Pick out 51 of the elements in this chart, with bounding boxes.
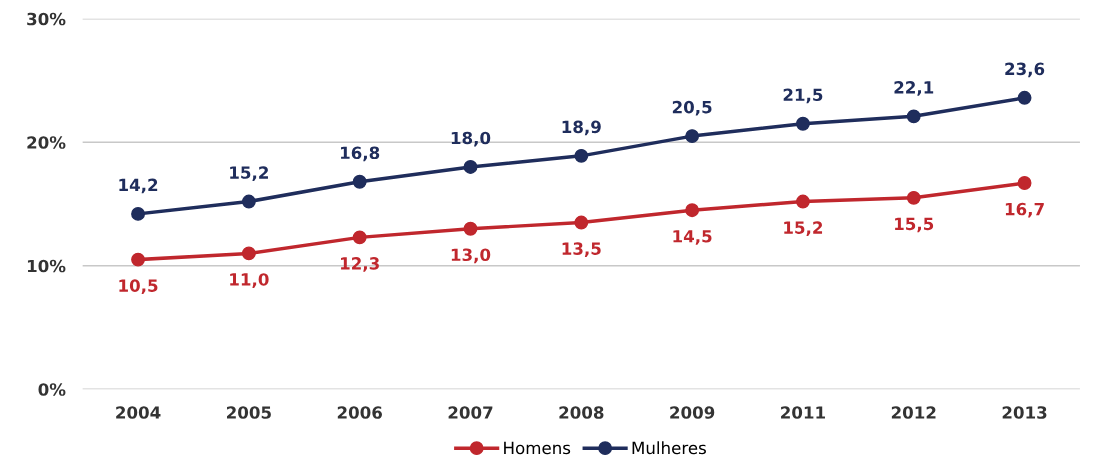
point — [795, 194, 810, 209]
point — [131, 206, 146, 221]
x-tick-label: 2013 — [1002, 406, 1047, 419]
point — [241, 246, 256, 261]
data-label: 11,0 — [230, 273, 269, 288]
data-label: 15,5 — [895, 217, 934, 233]
data-label: 23,6 — [1005, 62, 1045, 78]
x-tick-label: 2006 — [337, 406, 382, 419]
x-tick-label: 2009 — [670, 406, 715, 419]
data-label: 16,8 — [341, 146, 380, 162]
x-tick-label: 2008 — [559, 406, 604, 419]
x-tick-label: 2011 — [781, 406, 825, 419]
data-label: 13,5 — [562, 242, 601, 258]
x-tick-label: 2004 — [116, 406, 161, 419]
y-tick-label: 0% — [38, 383, 66, 396]
legend-label: Homens — [504, 441, 571, 455]
legend-label: Mulheres — [632, 441, 706, 455]
point — [1017, 90, 1032, 105]
data-label: 15,2 — [230, 166, 268, 181]
data-label: 10,5 — [119, 279, 158, 295]
data-label: 12,3 — [341, 257, 379, 272]
data-label: 14,2 — [119, 178, 158, 194]
point — [463, 221, 478, 236]
data-label: 15,2 — [784, 221, 823, 237]
point — [574, 215, 589, 230]
data-label: 18,9 — [562, 120, 601, 136]
x-tick-label: 2007 — [448, 406, 493, 419]
y-tick-label: 10% — [27, 259, 66, 273]
point — [131, 252, 146, 267]
point — [463, 160, 478, 174]
point — [352, 230, 367, 245]
point — [574, 148, 589, 163]
point — [685, 203, 700, 218]
x-tick-label: 2012 — [891, 406, 936, 419]
x-tick-label: 2005 — [226, 406, 271, 419]
data-label: 16,7 — [1005, 202, 1044, 218]
point — [906, 190, 921, 205]
y-tick-label: 20% — [27, 136, 66, 149]
point — [241, 194, 256, 209]
data-label: 21,5 — [783, 88, 823, 104]
data-label: 18,0 — [451, 131, 491, 147]
point — [1017, 176, 1032, 190]
point — [352, 174, 367, 189]
data-label: 14,5 — [673, 230, 712, 245]
data-label: 13,0 — [451, 248, 491, 264]
data-label: 20,5 — [672, 100, 712, 116]
y-tick-label: 30% — [27, 12, 66, 26]
point — [685, 129, 700, 144]
point — [795, 116, 810, 131]
data-label: 22,1 — [894, 81, 934, 96]
point — [906, 109, 921, 124]
